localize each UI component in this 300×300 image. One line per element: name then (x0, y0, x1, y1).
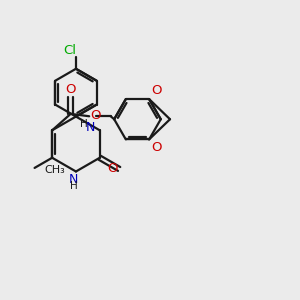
Text: O: O (65, 83, 75, 97)
Text: O: O (90, 109, 101, 122)
Text: H: H (80, 119, 88, 129)
Text: H: H (70, 182, 77, 191)
Text: Cl: Cl (63, 44, 76, 57)
Text: N: N (86, 122, 95, 134)
Text: N: N (69, 173, 78, 186)
Text: O: O (151, 84, 162, 97)
Text: O: O (107, 162, 118, 175)
Text: CH₃: CH₃ (44, 165, 65, 175)
Text: O: O (151, 141, 162, 154)
